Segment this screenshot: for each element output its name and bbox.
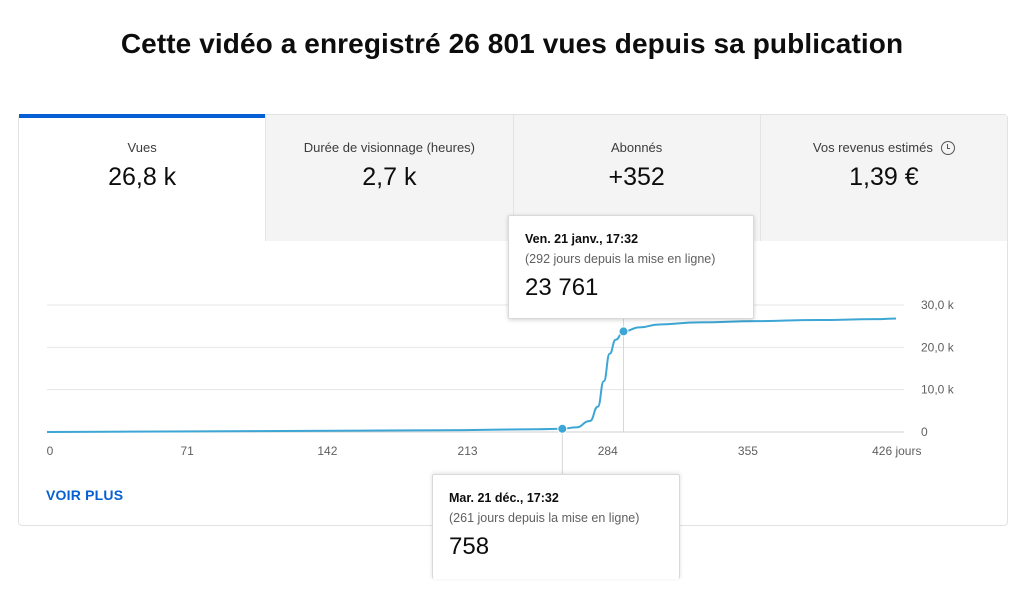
data-point-marker — [618, 326, 629, 337]
tooltip-days-since-upload: (292 jours depuis la mise en ligne) — [525, 252, 716, 266]
x-tick-label: 0 — [47, 444, 54, 458]
tooltip-date: Ven. 21 janv., 17:32 — [525, 232, 639, 246]
tab-duree-visionnage[interactable]: Durée de visionnage (heures) 2,7 k — [265, 115, 513, 241]
y-tick-label: 0 — [921, 425, 928, 439]
tab-value: 1,39 € — [849, 163, 919, 191]
data-point-marker — [557, 423, 568, 434]
x-tick-label: 71 — [181, 444, 195, 458]
chart-tooltip-bottom: Mar. 21 déc., 17:32 (261 jours depuis la… — [432, 474, 680, 579]
voir-plus-link[interactable]: VOIR PLUS — [46, 487, 124, 503]
tab-value: 2,7 k — [362, 163, 417, 191]
tab-label: Abonnés — [610, 140, 663, 155]
tab-label: Vues — [127, 140, 157, 155]
tooltip-value: 758 — [449, 533, 490, 560]
tab-value: 26,8 k — [108, 163, 177, 191]
page-title: Cette vidéo a enregistré 26 801 vues dep… — [120, 28, 904, 59]
y-tick-label: 10,0 k — [921, 383, 955, 397]
tab-value: +352 — [608, 163, 665, 191]
y-tick-label: 30,0 k — [921, 298, 955, 312]
tooltip-value: 23 761 — [525, 274, 599, 301]
chart-tooltip-top: Ven. 21 janv., 17:32 (292 jours depuis l… — [508, 215, 754, 319]
y-tick-label: 20,0 k — [921, 340, 955, 354]
tab-vues[interactable]: Vues 26,8 k — [19, 114, 266, 241]
x-tick-label: 284 — [598, 444, 618, 458]
clock-icon[interactable] — [940, 141, 955, 155]
x-tick-label: 426 jours — [872, 444, 921, 458]
tab-revenus[interactable]: Vos revenus estimés 1,39 € — [759, 115, 1007, 241]
tooltip-date: Mar. 21 déc., 17:32 — [449, 491, 559, 505]
x-tick-label: 142 — [317, 444, 337, 458]
tooltip-days-since-upload: (261 jours depuis la mise en ligne) — [449, 511, 640, 525]
tab-label: Vos revenus estimés — [812, 140, 933, 155]
tab-label-wrap: Vos revenus estimés — [761, 140, 1007, 155]
views-series-line — [46, 317, 897, 433]
x-tick-label: 355 — [738, 444, 758, 458]
tab-label: Durée de visionnage (heures) — [303, 140, 476, 155]
x-tick-label: 213 — [458, 444, 478, 458]
